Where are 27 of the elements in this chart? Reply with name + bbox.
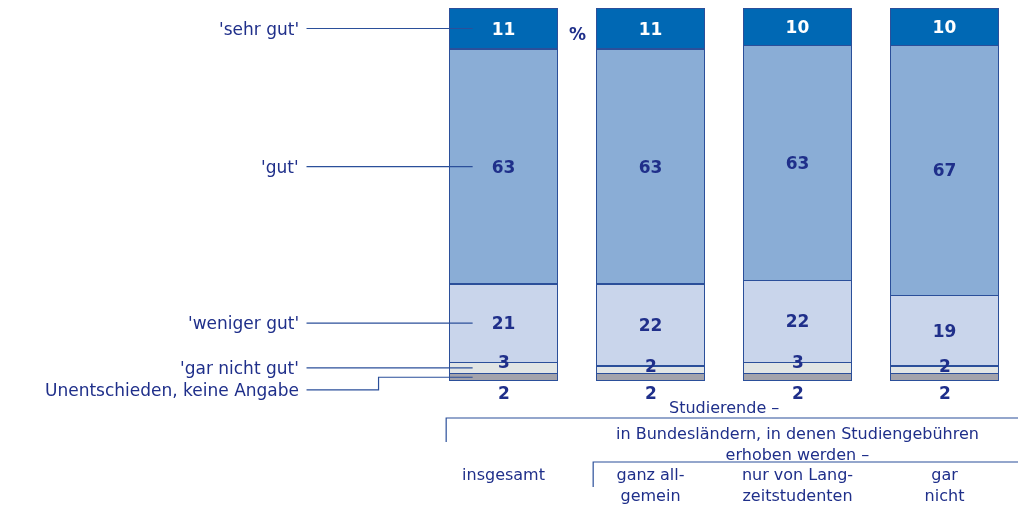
data-label: 2 [792, 383, 804, 403]
data-label: 2 [498, 383, 510, 403]
data-label: 22 [785, 311, 810, 332]
data-label: 22 [638, 315, 663, 336]
data-label: 10 [932, 16, 957, 37]
data-label: 10 [785, 16, 810, 37]
annotation: % [569, 24, 587, 44]
text: 'gut' [261, 157, 299, 177]
x-tick-label: ganz all- gemein [616, 465, 685, 505]
data-label: 2 [645, 383, 657, 403]
data-label: 63 [491, 156, 516, 177]
data-label: 21 [491, 313, 516, 334]
data-label: 67 [932, 160, 957, 181]
data-label: 11 [638, 18, 663, 39]
data-label: 19 [932, 320, 957, 341]
text: 'gar nicht gut' [180, 358, 299, 378]
text: 'weniger gut' [188, 313, 300, 333]
text: Unentschieden, keine Angabe [45, 380, 300, 400]
data-label: 63 [785, 152, 810, 173]
data-label: 2 [939, 383, 951, 403]
data-label: 63 [638, 156, 663, 177]
x-tick-label: gar nicht [924, 465, 965, 505]
x-tick-label: insgesamt [462, 465, 545, 484]
text: Studierende – [669, 398, 780, 417]
x-tick-label: nur von Lang- zeitstudenten [741, 465, 854, 505]
text: 'sehr gut' [219, 19, 300, 39]
data-label: 11 [491, 18, 516, 39]
